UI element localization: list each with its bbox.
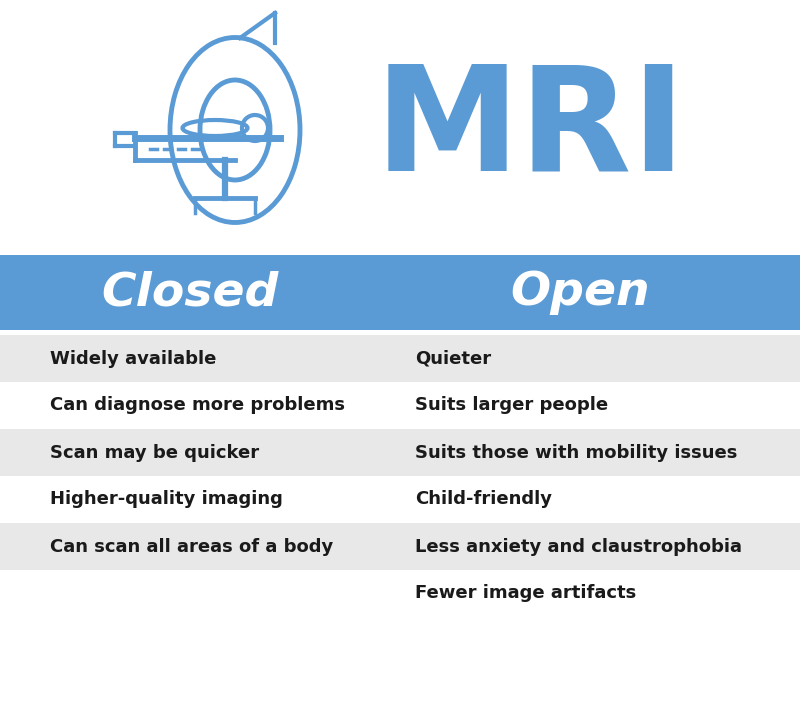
Text: Can diagnose more problems: Can diagnose more problems [50, 396, 345, 415]
Text: Scan may be quicker: Scan may be quicker [50, 443, 259, 462]
Text: MRI: MRI [374, 59, 686, 200]
Text: Child-friendly: Child-friendly [415, 491, 552, 508]
Text: Closed: Closed [102, 270, 278, 315]
Text: Fewer image artifacts: Fewer image artifacts [415, 584, 636, 603]
Text: Can scan all areas of a body: Can scan all areas of a body [50, 537, 334, 556]
Text: Widely available: Widely available [50, 350, 216, 367]
Text: Quieter: Quieter [415, 350, 491, 367]
Bar [0, 523, 800, 570]
Text: Less anxiety and claustrophobia: Less anxiety and claustrophobia [415, 537, 742, 556]
Text: Suits larger people: Suits larger people [415, 396, 608, 415]
Bar [0, 570, 800, 617]
Bar [0, 476, 800, 523]
Bar [0, 255, 800, 330]
Bar [0, 335, 800, 382]
Text: Suits those with mobility issues: Suits those with mobility issues [415, 443, 738, 462]
Bar [0, 382, 800, 429]
Text: Higher-quality imaging: Higher-quality imaging [50, 491, 283, 508]
Text: Open: Open [510, 270, 650, 315]
Bar [0, 429, 800, 476]
